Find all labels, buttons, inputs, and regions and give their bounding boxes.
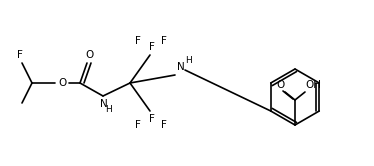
Text: F: F — [149, 42, 155, 52]
Text: O: O — [277, 80, 285, 90]
Text: F: F — [135, 120, 141, 130]
Text: OH: OH — [305, 80, 321, 90]
Text: O: O — [58, 78, 66, 88]
Text: O: O — [85, 50, 93, 60]
Text: F: F — [149, 114, 155, 124]
Text: N: N — [100, 99, 108, 109]
Text: F: F — [161, 36, 167, 46]
Text: F: F — [17, 50, 23, 60]
Text: F: F — [161, 120, 167, 130]
Text: N: N — [177, 62, 185, 72]
Text: F: F — [135, 36, 141, 46]
Text: H: H — [186, 55, 192, 65]
Text: H: H — [105, 106, 112, 115]
